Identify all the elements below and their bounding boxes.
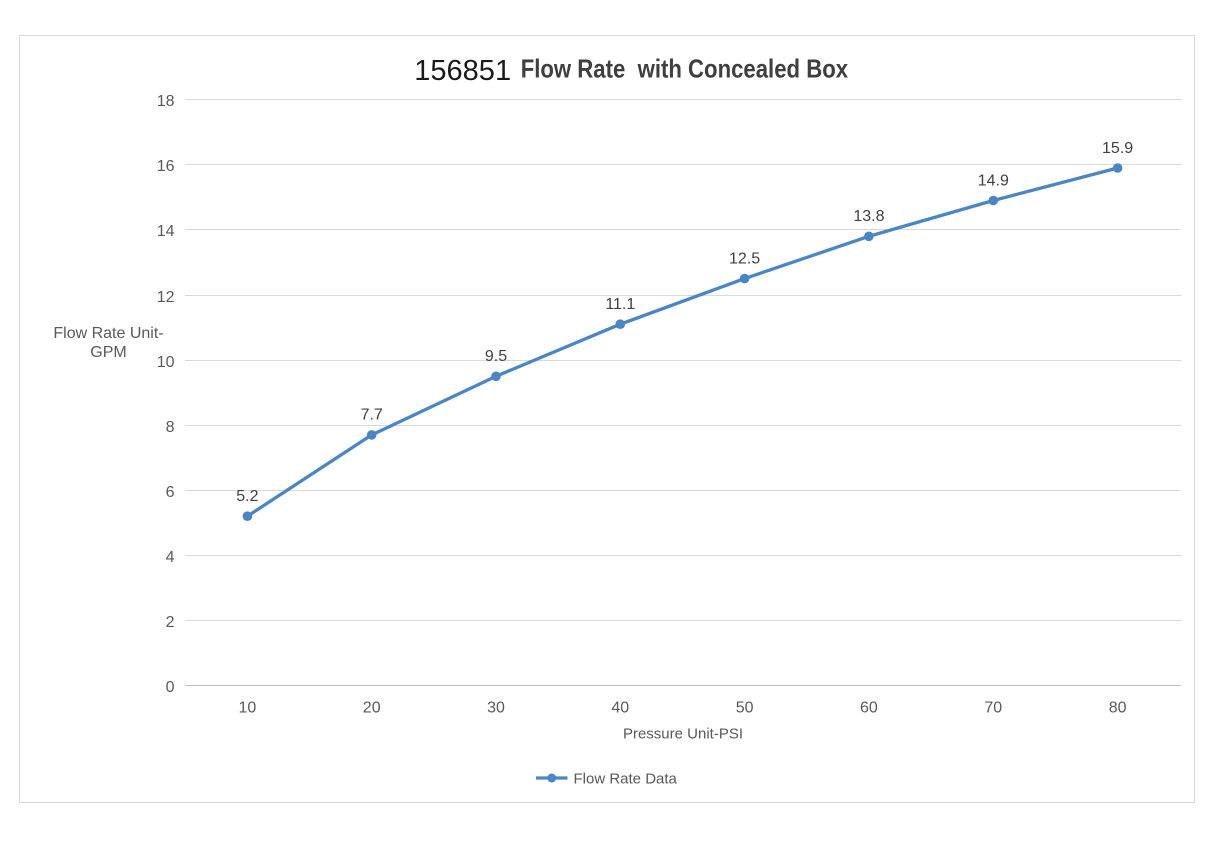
svg-text:8: 8 — [166, 419, 175, 436]
svg-text:11.1: 11.1 — [605, 296, 635, 313]
svg-text:13.8: 13.8 — [853, 208, 884, 225]
svg-text:10: 10 — [239, 700, 257, 717]
svg-text:2: 2 — [166, 614, 175, 631]
svg-text:9.5: 9.5 — [485, 348, 507, 365]
svg-text:12: 12 — [157, 289, 175, 306]
svg-text:16: 16 — [157, 158, 175, 175]
svg-text:12.5: 12.5 — [729, 250, 760, 267]
svg-text:14: 14 — [157, 223, 175, 240]
svg-text:20: 20 — [363, 700, 381, 717]
svg-text:15.9: 15.9 — [1102, 140, 1133, 157]
svg-text:40: 40 — [611, 700, 629, 717]
svg-text:6: 6 — [166, 484, 175, 501]
svg-text:14.9: 14.9 — [978, 172, 1009, 189]
svg-text:Pressure Unit-PSI: Pressure Unit-PSI — [623, 726, 743, 743]
svg-text:0: 0 — [166, 679, 175, 696]
svg-text:Flow Rate Unit-: Flow Rate Unit- — [53, 325, 163, 342]
svg-text:30: 30 — [487, 700, 505, 717]
svg-text:70: 70 — [984, 700, 1002, 717]
svg-text:Flow Rate Data: Flow Rate Data — [574, 771, 678, 788]
svg-text:156851: 156851 — [414, 55, 511, 87]
svg-text:80: 80 — [1109, 700, 1127, 717]
svg-text:GPM: GPM — [90, 344, 126, 361]
svg-text:18: 18 — [157, 93, 175, 110]
svg-text:7.7: 7.7 — [361, 407, 383, 424]
svg-text:5.2: 5.2 — [236, 488, 258, 505]
svg-text:60: 60 — [860, 700, 878, 717]
svg-text:4: 4 — [166, 549, 175, 566]
svg-text:10: 10 — [157, 354, 175, 371]
svg-text:Flow Rate with Concealed Box: Flow Rate with Concealed Box — [521, 55, 849, 84]
svg-text:50: 50 — [736, 700, 754, 717]
